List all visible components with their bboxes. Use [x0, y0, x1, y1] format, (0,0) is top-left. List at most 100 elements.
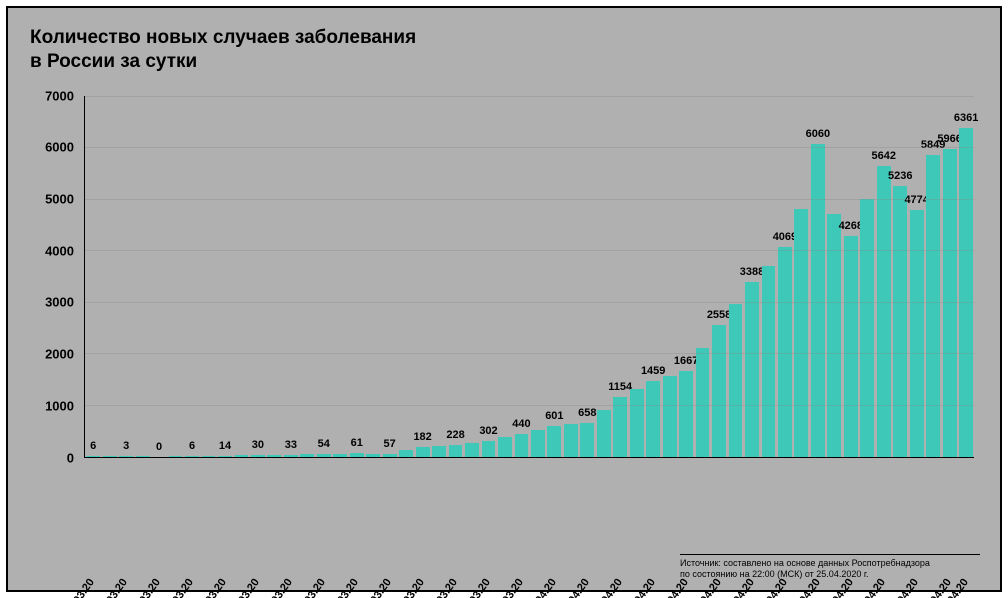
- bar-slot: 182: [414, 96, 430, 457]
- bar: [333, 454, 347, 457]
- bar-slot: 3388: [744, 96, 760, 457]
- x-tick-label: 14.03.20: [228, 576, 262, 598]
- bar: [399, 450, 413, 456]
- bar-slot: [596, 96, 612, 457]
- bar-slot: 61: [349, 96, 365, 457]
- bar-value-label: 54: [318, 438, 330, 450]
- bar-value-label: 30: [252, 439, 264, 451]
- x-tick-label: 08.03.20: [129, 576, 163, 598]
- bar-value-label: 6361: [954, 112, 978, 124]
- bar: [251, 455, 265, 457]
- bar-slot: [793, 96, 809, 457]
- bar: [350, 453, 364, 456]
- x-tick-label: 07.04.20: [623, 576, 657, 598]
- x-tick-label: 04.03.20: [63, 576, 97, 598]
- y-tick-label: 6000: [45, 140, 74, 155]
- bar: [267, 455, 281, 457]
- bar: [778, 247, 792, 457]
- y-tick-label: 2000: [45, 347, 74, 362]
- bar-slot: 5966: [941, 96, 957, 457]
- grid-line: [85, 96, 974, 97]
- bar-slot: 6: [184, 96, 200, 457]
- bar-slot: 5849: [925, 96, 941, 457]
- bar-slot: [167, 96, 183, 457]
- bar-slot: [233, 96, 249, 457]
- x-tick-label: 01.04.20: [524, 576, 558, 598]
- bar: [613, 397, 627, 457]
- bar-value-label: 440: [512, 418, 530, 430]
- bar-slot: [497, 96, 513, 457]
- bar-slot: [760, 96, 776, 457]
- bar-slot: 14: [217, 96, 233, 457]
- bar-slot: 6060: [810, 96, 826, 457]
- bar-slot: 3: [118, 96, 134, 457]
- bar-slot: [299, 96, 315, 457]
- bar-slot: 5236: [892, 96, 908, 457]
- bar: [202, 456, 216, 457]
- y-tick-label: 4000: [45, 243, 74, 258]
- bar-slot: 6361: [958, 96, 974, 457]
- bar-slot: [563, 96, 579, 457]
- x-tick-label: 03.04.20: [557, 576, 591, 598]
- grid-line: [85, 302, 974, 303]
- bar-value-label: 0: [156, 441, 162, 453]
- bar: [235, 455, 249, 456]
- bar: [498, 437, 512, 456]
- bar: [696, 348, 710, 456]
- bar-slot: 4268: [843, 96, 859, 457]
- source-note: Источник: составлено на основе данных Ро…: [680, 554, 980, 581]
- bar: [926, 155, 940, 457]
- x-tick-label: 18.03.20: [294, 576, 328, 598]
- bar: [893, 186, 907, 456]
- bar-value-label: 3: [123, 440, 129, 452]
- bar-slot: 302: [480, 96, 496, 457]
- bar-slot: [530, 96, 546, 457]
- bar-slot: 1459: [645, 96, 661, 457]
- x-tick-label: 16.03.20: [261, 576, 295, 598]
- bar-value-label: 228: [446, 429, 464, 441]
- bar-slot: 6: [85, 96, 101, 457]
- bar-slot: [200, 96, 216, 457]
- grid-line: [85, 405, 974, 406]
- bar-slot: 1667: [678, 96, 694, 457]
- bar-slot: 33: [283, 96, 299, 457]
- bar: [762, 266, 776, 457]
- y-tick-label: 7000: [45, 88, 74, 103]
- bar: [597, 410, 611, 456]
- bar-value-label: 33: [285, 439, 297, 451]
- bar-slot: 54: [316, 96, 332, 457]
- x-tick-label: 26.03.20: [425, 576, 459, 598]
- bar: [646, 381, 660, 456]
- bar: [432, 446, 446, 456]
- chart-title: Количество новых случаев заболевания в Р…: [30, 26, 550, 74]
- y-tick-label: 0: [67, 450, 74, 465]
- grid-line: [85, 147, 974, 148]
- x-tick-label: 30.03.20: [491, 576, 525, 598]
- x-tick-label: 05.04.20: [590, 576, 624, 598]
- bar: [284, 455, 298, 457]
- bar-slot: [431, 96, 447, 457]
- bar: [218, 456, 232, 457]
- bar-slot: 658: [579, 96, 595, 457]
- bar: [366, 454, 380, 457]
- bar-value-label: 6: [90, 440, 96, 452]
- bar: [860, 199, 874, 457]
- bar: [580, 423, 594, 457]
- bar-value-label: 601: [545, 410, 563, 422]
- title-line-2: в России за сутки: [30, 51, 197, 72]
- bar-slot: 57: [381, 96, 397, 457]
- bar: [416, 447, 430, 456]
- bar-slot: [694, 96, 710, 457]
- bar-value-label: 302: [479, 425, 497, 437]
- bar-slot: 2558: [711, 96, 727, 457]
- x-tick-label: 10.03.20: [162, 576, 196, 598]
- bar-slot: 1154: [612, 96, 628, 457]
- grid-line: [85, 353, 974, 354]
- y-axis: 01000200030004000500060007000: [34, 96, 80, 458]
- y-tick-label: 3000: [45, 295, 74, 310]
- bar: [794, 209, 808, 457]
- bar: [515, 434, 529, 457]
- bar: [877, 166, 891, 457]
- bar: [300, 454, 314, 456]
- bar-slot: 5642: [876, 96, 892, 457]
